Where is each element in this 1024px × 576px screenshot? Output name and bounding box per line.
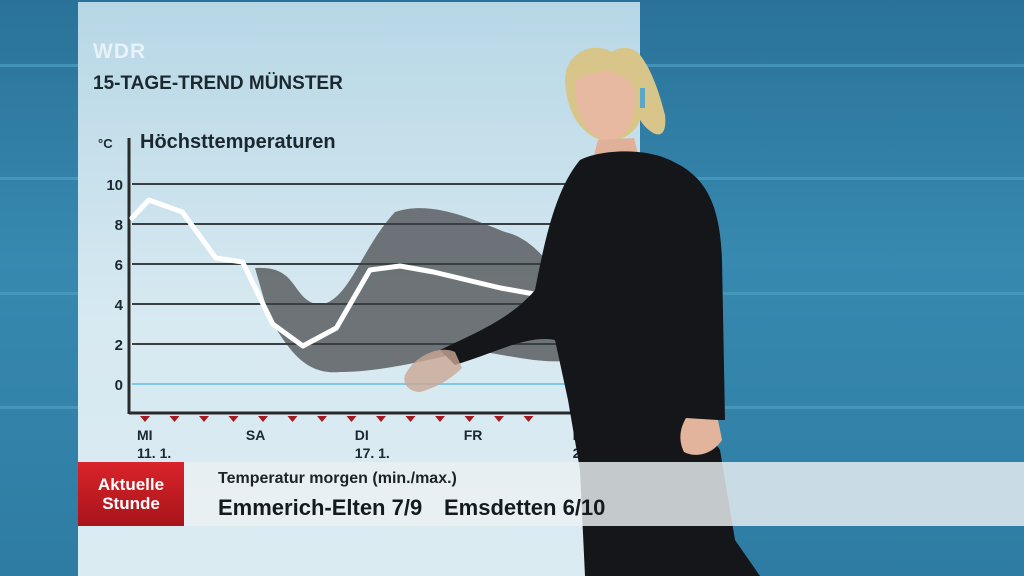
x-tick-marker (405, 416, 416, 422)
x-tick-marker (169, 416, 180, 422)
chart-title: Höchsttemperaturen (140, 131, 336, 153)
page-title: 15-TAGE-TREND MÜNSTER (93, 73, 343, 94)
series-line (129, 197, 537, 349)
wdr-logo: WDR (93, 40, 147, 63)
y-axis-unit: °C (98, 136, 113, 151)
x-tick-sublabel: 17. 1. (355, 445, 390, 461)
logo-line-1: Aktuelle (97, 475, 165, 494)
y-tick-label: 2 (115, 337, 123, 354)
x-tick-sublabel: 2 (573, 445, 581, 461)
x-tick-label: DI (355, 427, 369, 443)
ticker-bar (78, 462, 1024, 526)
x-tick-label: MI (137, 427, 153, 443)
x-tick-marker (376, 416, 386, 422)
x-tick-marker (140, 416, 150, 422)
x-tick-marker (199, 416, 209, 422)
y-tick-label: 0 (115, 377, 123, 394)
city-temperature: Emsdetten 6/10 (444, 495, 606, 520)
city-temperature: Emmerich-Elten 7/9 (218, 495, 423, 520)
x-tick-marker (287, 416, 298, 422)
x-tick-marker (523, 416, 534, 422)
y-tick-label: 4 (115, 297, 124, 314)
x-tick-label: FR (464, 427, 483, 443)
y-tick-label: 8 (115, 217, 123, 234)
x-tick-marker (346, 416, 357, 422)
y-tick-label: 10 (106, 177, 123, 194)
x-tick-marker (317, 416, 327, 422)
x-tick-marker (464, 416, 475, 422)
logo-line-2: Stunde (102, 494, 160, 513)
x-tick-marker (228, 416, 239, 422)
x-tick-label: SA (246, 427, 265, 443)
x-tick-marker (258, 416, 268, 422)
aktuelle-stunde-logo: Aktuelle Stunde (78, 462, 184, 526)
x-tick-sublabel: 11. 1. (137, 445, 171, 461)
y-tick-label: 6 (115, 257, 123, 274)
x-tick-marker (435, 416, 445, 422)
ticker-subtitle: Temperatur morgen (min./max.) (218, 470, 457, 487)
x-tick-marker (494, 416, 504, 422)
